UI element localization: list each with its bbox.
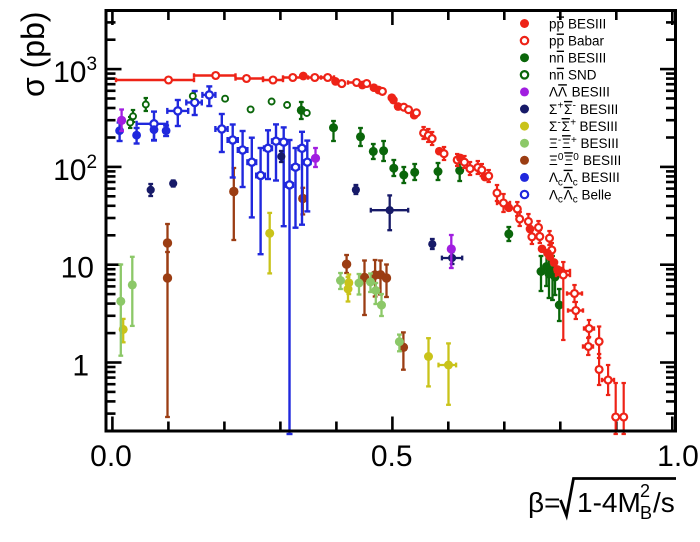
svg-text:BESIII: BESIII [582,170,620,185]
svg-text:Belle: Belle [582,187,612,202]
svg-text:2: 2 [87,152,98,173]
svg-text:1-4M: 1-4M [577,487,641,518]
svg-text:+: + [558,101,564,112]
svg-text:1.0: 1.0 [657,440,699,473]
svg-text:10: 10 [61,252,94,285]
svg-text:Ξ: Ξ [549,153,558,168]
svg-text:0.5: 0.5 [371,440,413,473]
svg-text:c: c [558,195,563,206]
svg-text:-: - [573,101,576,112]
svg-text:-: - [558,118,561,129]
svg-text:c: c [573,177,578,188]
svg-text:Λ: Λ [564,187,573,202]
svg-text:1: 1 [72,350,89,383]
svg-text:Babar: Babar [568,33,605,48]
svg-text:BESIII: BESIII [568,51,606,66]
svg-text:10: 10 [53,56,86,89]
svg-text:Σ: Σ [549,119,557,134]
svg-text:nn: nn [549,68,564,83]
svg-text:-: - [558,135,561,146]
svg-text:Ξ: Ξ [564,153,573,168]
svg-text:BESIII: BESIII [572,85,610,100]
svg-text:BESIII: BESIII [568,16,606,31]
svg-text:Ξ: Ξ [562,136,571,151]
svg-text:Σ: Σ [562,119,570,134]
svg-text:BESIII: BESIII [583,153,621,168]
svg-text:+: + [570,118,576,129]
svg-text:nn: nn [549,51,564,66]
svg-text:Λ: Λ [549,187,558,202]
svg-text:Σ: Σ [564,102,572,117]
svg-text:Λ: Λ [564,170,573,185]
svg-text:0: 0 [573,152,579,163]
svg-text:σ (pb): σ (pb) [15,11,51,97]
svg-text:c: c [558,177,563,188]
svg-text:ΛΛ: ΛΛ [549,85,567,100]
svg-text:0: 0 [558,152,564,163]
svg-text:Λ: Λ [549,170,558,185]
svg-text:B: B [640,503,652,523]
svg-text:2: 2 [640,481,650,501]
svg-text:BESIII: BESIII [580,102,618,117]
svg-text:pp: pp [549,16,564,31]
svg-text:BESIII: BESIII [580,119,618,134]
svg-text:SND: SND [568,68,597,83]
svg-text:+: + [571,135,577,146]
svg-text:β=: β= [528,487,560,518]
svg-text:/s: /s [653,487,675,518]
svg-text:Ξ: Ξ [549,136,558,151]
svg-text:c: c [573,195,578,206]
svg-text:BESIII: BESIII [581,136,619,151]
svg-text:pp: pp [549,33,564,48]
svg-text:Σ: Σ [549,102,557,117]
svg-text:0.0: 0.0 [90,440,132,473]
svg-text:10: 10 [53,154,86,187]
svg-text:3: 3 [87,54,98,75]
